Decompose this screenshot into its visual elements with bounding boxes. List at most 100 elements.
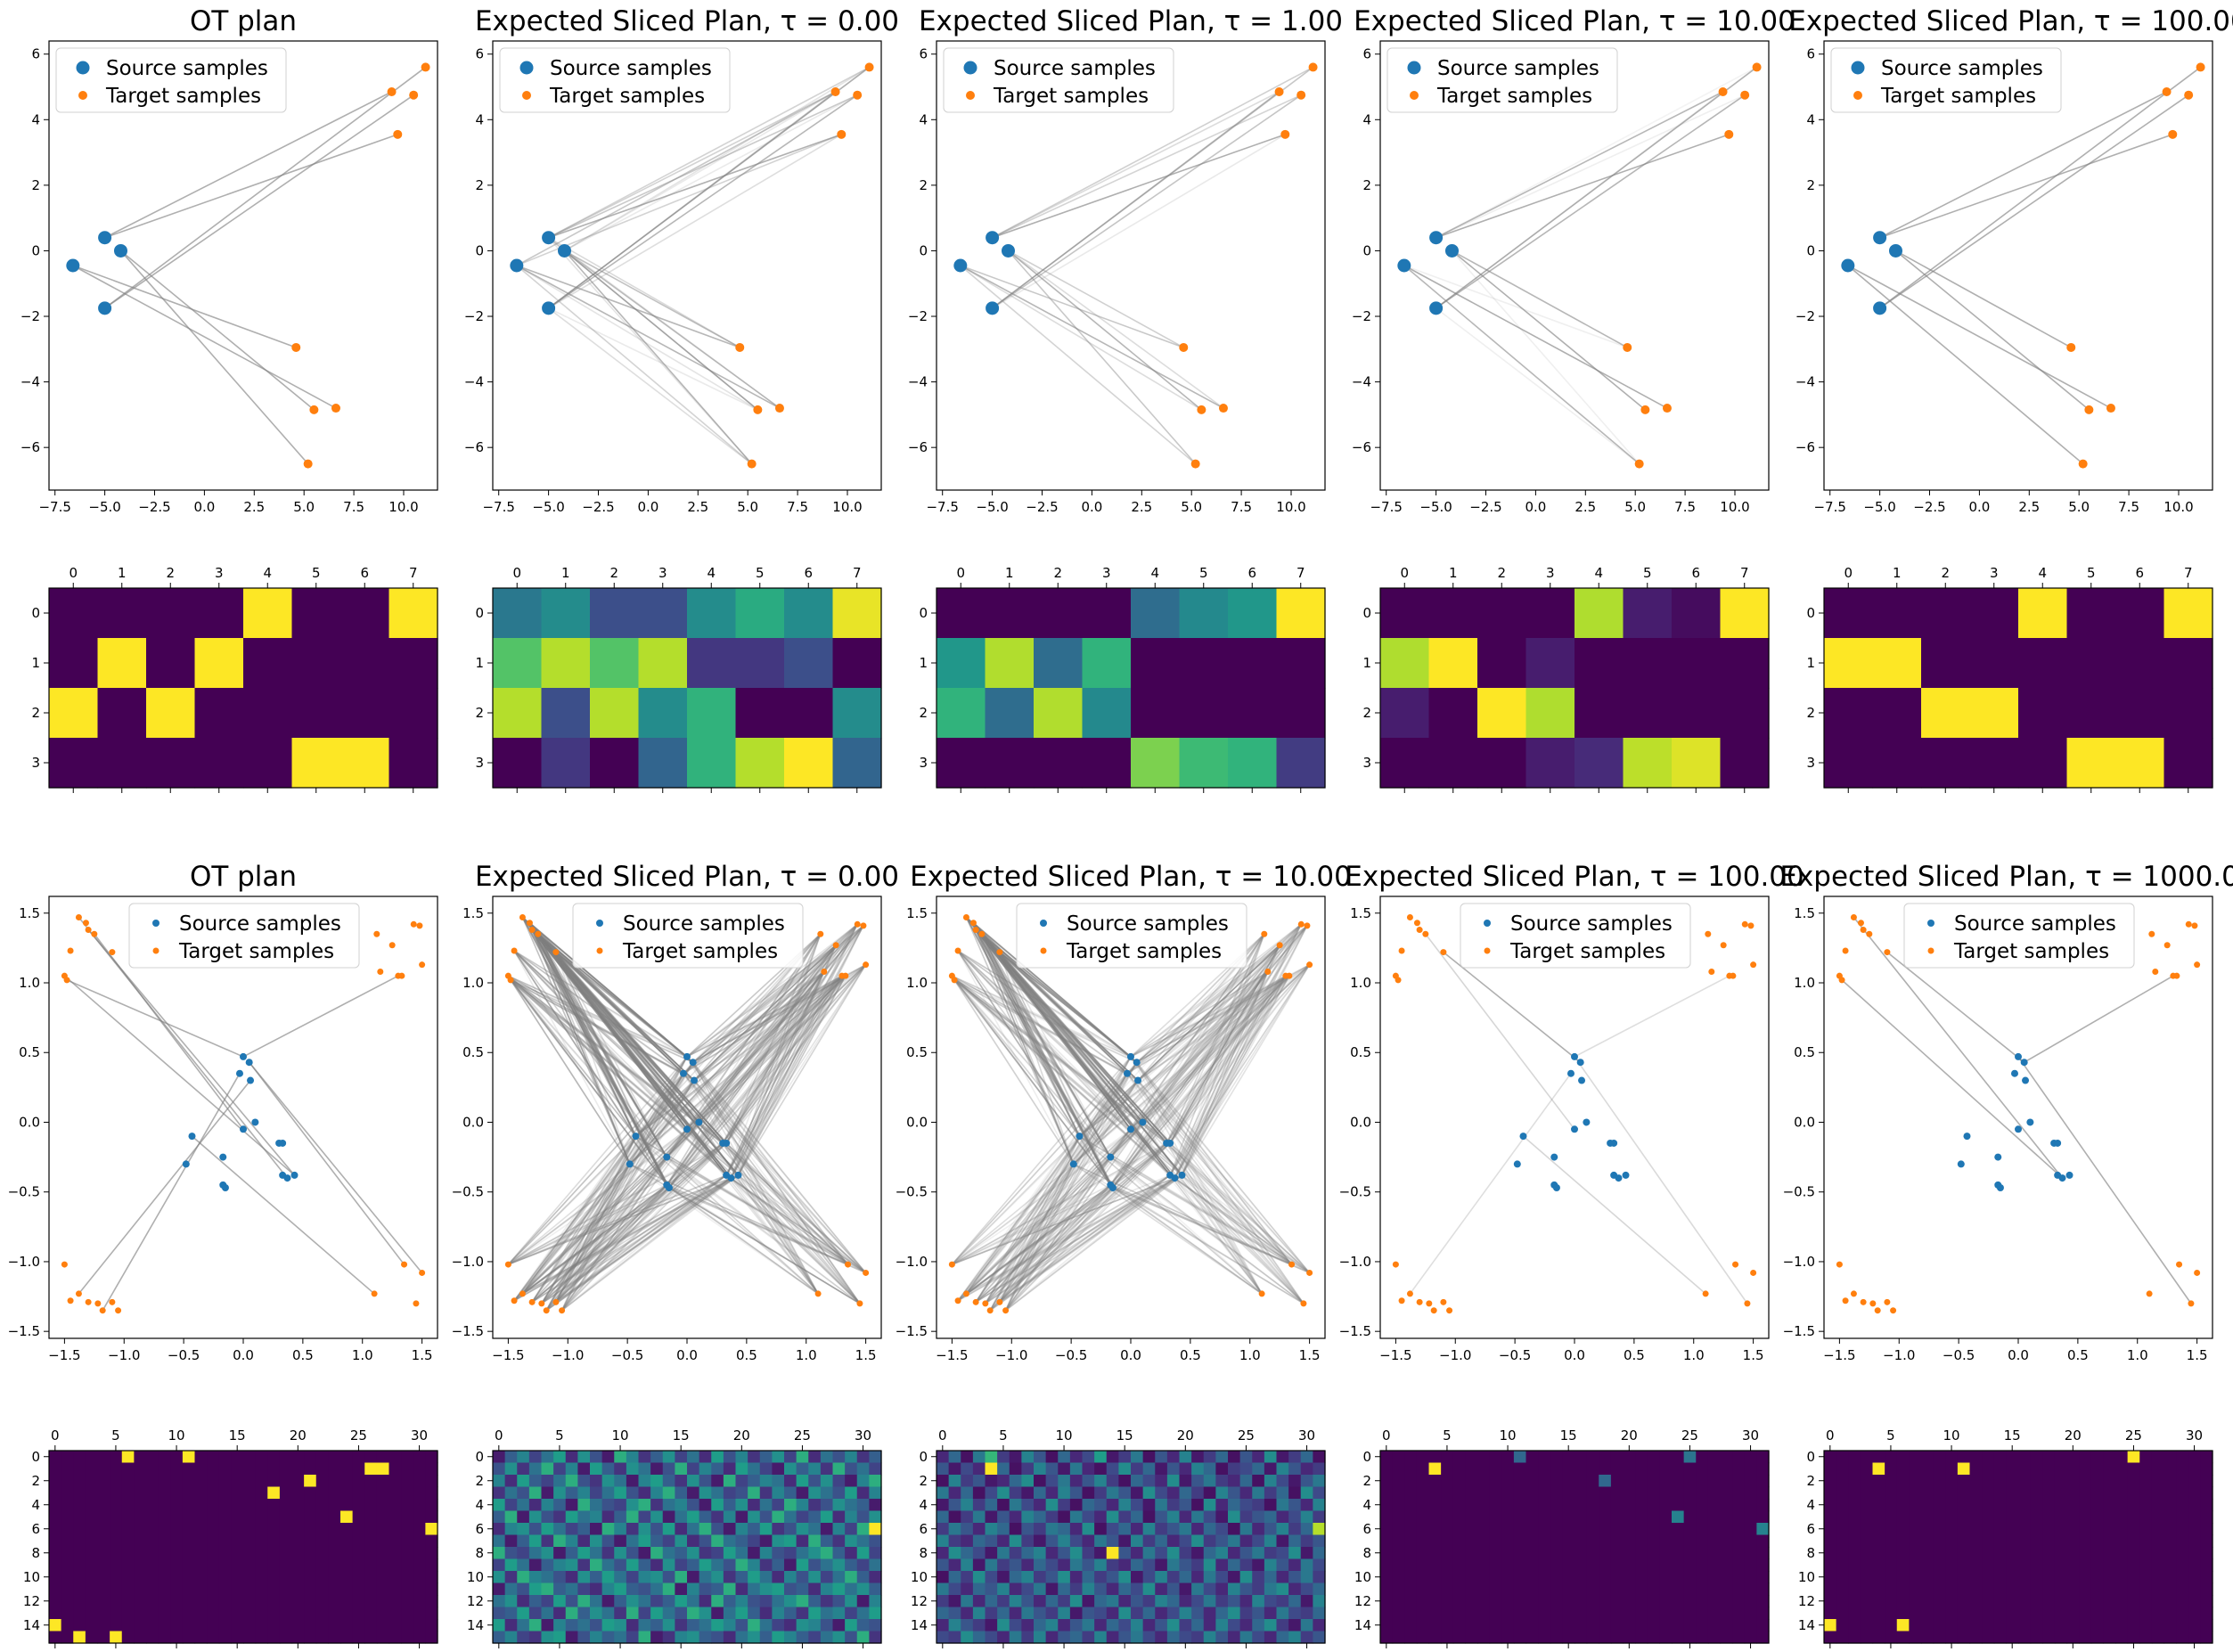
transport-line [521, 917, 670, 1189]
transport-line [981, 933, 1139, 1082]
heatmap-cell [1538, 1619, 1551, 1632]
heatmap-cell [856, 1547, 870, 1560]
y-tick-label: −6 [1352, 439, 1371, 455]
target-point [735, 342, 745, 352]
heatmap-cell [1179, 1595, 1192, 1608]
heatmap-cell [1982, 1547, 1995, 1560]
heatmap-cell [1921, 1486, 1934, 1500]
heatmap-cell [1848, 1619, 1861, 1632]
heatmap-cell [493, 1619, 506, 1632]
heatmap-cell [1885, 1534, 1898, 1548]
heatmap-cell [1969, 1462, 1983, 1476]
transport-line [952, 1187, 1114, 1265]
heatmap-cell [1550, 1619, 1563, 1632]
heatmap-cell [2006, 1595, 2019, 1608]
transport-line [999, 952, 1171, 1144]
x-tick-label: 1.5 [412, 1347, 433, 1363]
transport-line [666, 1184, 819, 1295]
heatmap-cell [1744, 1510, 1757, 1524]
heatmap-cell [517, 1534, 530, 1548]
heatmap-cell [1313, 1607, 1326, 1620]
source-point [1139, 1118, 1147, 1126]
transport-line [1182, 1174, 1311, 1274]
heatmap-cell [1836, 1451, 1849, 1464]
heatmap-cell [158, 1510, 171, 1524]
target-point [1702, 1290, 1709, 1297]
heatmap-cell [517, 1619, 530, 1632]
x-tick-label: 6 [360, 565, 369, 581]
target-point [309, 405, 319, 414]
heatmap-cell [364, 1475, 378, 1488]
heatmap-cell [577, 1486, 591, 1500]
heatmap-cell [1969, 1523, 1983, 1536]
heatmap-cell [638, 1619, 651, 1632]
target-point [535, 930, 542, 937]
transport-line [975, 929, 1114, 1189]
heatmap-cell [1599, 1523, 1612, 1536]
heatmap-cell [1452, 1571, 1466, 1584]
transport-line [683, 1073, 867, 1274]
y-tick-label: 10 [1354, 1569, 1371, 1585]
heatmap-cell [1575, 638, 1624, 689]
transport-line [989, 1164, 1075, 1312]
heatmap-cell [1288, 1619, 1302, 1632]
heatmap-cell [1525, 1619, 1539, 1632]
heatmap-cell [1623, 1619, 1636, 1632]
transport-line [119, 249, 309, 465]
heatmap-cell [1872, 1631, 1885, 1644]
heatmap-cell [553, 1499, 567, 1512]
heatmap-cell [1848, 1582, 1861, 1596]
transport-line [560, 1061, 694, 1312]
heatmap-cell [1610, 1558, 1624, 1572]
heatmap-cell [553, 1475, 567, 1488]
x-tick-label: 2 [1497, 565, 1506, 581]
heatmap-cell [2163, 1499, 2177, 1512]
transport-line [1141, 975, 1290, 1124]
transport-line [965, 1184, 1111, 1295]
transport-line [1166, 923, 1302, 1144]
heatmap-cell [1034, 1595, 1047, 1608]
heatmap-cell [2127, 1547, 2140, 1560]
heatmap-cell [1082, 1451, 1095, 1464]
transport-line [999, 1073, 1128, 1303]
heatmap-cell [243, 1595, 257, 1608]
transport-line [738, 1174, 867, 1274]
y-tick-label: 2 [475, 1473, 484, 1489]
heatmap-cell [1215, 1451, 1229, 1464]
heatmap-cell [1993, 1510, 2007, 1524]
y-tick-label: 2 [919, 705, 928, 721]
source-point [279, 1139, 287, 1147]
heatmap-cell [985, 1486, 998, 1500]
heatmap-cell [856, 1607, 870, 1620]
heatmap-cell [948, 1582, 961, 1596]
transport-line [975, 1080, 1139, 1303]
heatmap-cell [291, 1582, 305, 1596]
heatmap-cell [2188, 1547, 2201, 1560]
heatmap-cell [1599, 1451, 1612, 1464]
transport-line [965, 917, 1111, 1186]
heatmap-cell [1993, 1582, 2007, 1596]
target-point [1002, 1307, 1010, 1314]
heatmap-cell [1045, 1619, 1059, 1632]
heatmap-cell [1191, 1475, 1205, 1488]
heatmap-cell [2139, 1523, 2153, 1536]
y-tick-label: −2 [908, 308, 928, 324]
heatmap-cell [1131, 1523, 1144, 1536]
heatmap-cell [1756, 1595, 1770, 1608]
heatmap-cell [1872, 688, 1922, 739]
transport-line [965, 917, 1111, 1158]
heatmap-cell [723, 1631, 737, 1644]
heatmap-cell [146, 1607, 160, 1620]
heatmap-cell [1179, 1607, 1192, 1620]
heatmap-cell [493, 1462, 506, 1476]
transport-line [560, 1135, 637, 1312]
heatmap-cell [328, 1631, 341, 1644]
heatmap-cell [134, 1451, 147, 1464]
y-tick-label: 1.0 [462, 975, 484, 991]
heatmap-cell [1118, 1534, 1132, 1548]
heatmap-cell [796, 1558, 809, 1572]
heatmap-cell [1848, 1486, 1861, 1500]
heatmap-cell [1191, 1499, 1205, 1512]
heatmap-cell [231, 1499, 244, 1512]
heatmap-cell [961, 1534, 974, 1548]
